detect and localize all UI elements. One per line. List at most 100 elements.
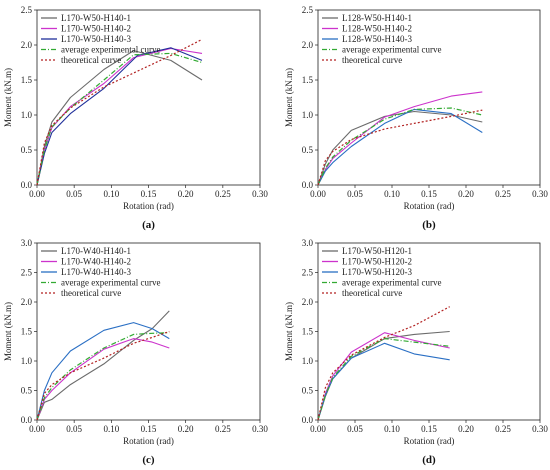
y-tick-label: 1.5 bbox=[21, 75, 33, 85]
y-tick-label: 2.5 bbox=[302, 268, 314, 278]
y-tick-label: 3.0 bbox=[21, 238, 33, 248]
panel-label: (b) bbox=[422, 219, 436, 231]
plot-area bbox=[36, 9, 261, 186]
series-line-3 bbox=[317, 342, 450, 421]
x-tick-label: 0.10 bbox=[103, 424, 119, 434]
legend-entry: theoretical curve bbox=[342, 288, 402, 298]
panel-d: 0.00 0.05 0.10 0.15 0.20 0.25 0.30 0.0 0.5 1.0 1.5… bbox=[284, 238, 548, 466]
y-tick-label: 1.0 bbox=[21, 356, 33, 366]
legend-entry: L170-W40-H140-1 bbox=[61, 246, 131, 256]
series-line-5 bbox=[317, 109, 483, 186]
y-tick-label: 0.0 bbox=[302, 415, 314, 425]
y-axis-label: Moment (kN.m) bbox=[3, 68, 13, 127]
x-tick-label: 0.15 bbox=[141, 189, 157, 199]
legend-entry: theoretical curve bbox=[61, 55, 121, 65]
legend-entry: L170-W40-H140-2 bbox=[61, 257, 131, 267]
legend: L128-W50-H140-1L128-W50-H140-2L128-W50-H… bbox=[322, 13, 441, 65]
series-line-5 bbox=[36, 38, 203, 186]
x-axis-label: Rotation (rad) bbox=[123, 436, 174, 446]
series-line-4 bbox=[317, 338, 450, 421]
series-line-5 bbox=[317, 306, 450, 421]
plot-area bbox=[317, 242, 541, 421]
legend-entry: theoretical curve bbox=[61, 288, 121, 298]
x-tick-label: 0.20 bbox=[458, 189, 474, 199]
panel-c: 0.00 0.05 0.10 0.15 0.20 0.25 0.30 0.0 0.5 1.0 1.5… bbox=[3, 238, 268, 466]
y-tick-label: 2.0 bbox=[302, 297, 314, 307]
panel-label: (a) bbox=[142, 219, 155, 231]
y-tick-label: 0.0 bbox=[302, 180, 314, 190]
y-tick-label: 1.0 bbox=[21, 110, 33, 120]
legend-entry: L128-W50-H140-1 bbox=[342, 13, 412, 23]
x-tick-label: 0.25 bbox=[495, 189, 511, 199]
x-tick-label: 0.00 bbox=[29, 424, 45, 434]
legend-entry: L170-W50-H120-3 bbox=[342, 267, 412, 277]
x-axis-label: Rotation (rad) bbox=[123, 201, 174, 211]
x-tick-label: 0.20 bbox=[178, 189, 194, 199]
legend-entry: average experimental curve bbox=[61, 278, 160, 288]
y-tick-label: 0.5 bbox=[21, 386, 33, 396]
legend-entry: theoretical curve bbox=[342, 55, 402, 65]
series-line-3 bbox=[317, 108, 483, 186]
y-tick-label: 2.0 bbox=[21, 40, 33, 50]
legend-entry: L170-W50-H140-3 bbox=[61, 34, 131, 44]
x-tick-label: 0.10 bbox=[103, 189, 119, 199]
series-line-4 bbox=[317, 107, 483, 186]
series-line-4 bbox=[36, 332, 170, 421]
series-line-1 bbox=[317, 110, 483, 186]
legend-entry: L170-W50-H140-2 bbox=[61, 24, 131, 34]
legend-entry: L170-W50-H120-1 bbox=[342, 246, 412, 256]
legend-entry: average experimental curve bbox=[342, 45, 441, 55]
legend: L170-W40-H140-1L170-W40-H140-2L170-W40-H… bbox=[41, 246, 160, 298]
y-tick-label: 2.0 bbox=[302, 40, 314, 50]
x-tick-label: 0.25 bbox=[495, 424, 511, 434]
legend-entry: L128-W50-H140-3 bbox=[342, 34, 412, 44]
series-line-2 bbox=[317, 91, 483, 186]
x-tick-label: 0.00 bbox=[310, 424, 326, 434]
x-tick-label: 0.05 bbox=[347, 424, 363, 434]
x-axis-label: Rotation (rad) bbox=[404, 436, 455, 446]
series-line-3 bbox=[36, 322, 170, 421]
x-tick-label: 0.15 bbox=[421, 189, 437, 199]
legend: L170-W50-H140-1L170-W50-H140-2L170-W50-H… bbox=[41, 13, 160, 65]
y-tick-label: 2.5 bbox=[21, 5, 33, 15]
series-line-2 bbox=[317, 332, 450, 421]
x-tick-label: 0.05 bbox=[66, 189, 82, 199]
y-tick-label: 0.0 bbox=[21, 180, 33, 190]
x-tick-label: 0.15 bbox=[421, 424, 437, 434]
y-axis-label: Moment (kN.m) bbox=[3, 302, 13, 361]
panel-b: 0.00 0.05 0.10 0.15 0.20 0.25 0.30 0.0 0.5 1.0 1.5… bbox=[284, 5, 548, 231]
series-line-4 bbox=[36, 52, 203, 186]
x-tick-label: 0.15 bbox=[141, 424, 157, 434]
legend-entry: average experimental curve bbox=[342, 278, 441, 288]
legend-entry: L170-W50-H140-1 bbox=[61, 13, 131, 23]
x-tick-label: 0.00 bbox=[310, 189, 326, 199]
plot-area bbox=[317, 9, 541, 186]
y-tick-label: 0.5 bbox=[302, 145, 314, 155]
panel-a: 0.00 0.05 0.10 0.15 0.20 0.25 0.30 0.0 0.5 1.0 1.5… bbox=[3, 5, 268, 231]
legend: L170-W50-H120-1L170-W50-H120-2L170-W50-H… bbox=[322, 246, 441, 298]
y-tick-label: 1.0 bbox=[302, 356, 314, 366]
x-tick-label: 0.10 bbox=[384, 189, 400, 199]
panel-label: (d) bbox=[422, 454, 436, 466]
x-tick-label: 0.05 bbox=[66, 424, 82, 434]
legend-entry: average experimental curve bbox=[61, 45, 160, 55]
series-line-5 bbox=[36, 330, 170, 421]
y-tick-label: 0.5 bbox=[302, 386, 314, 396]
x-tick-label: 0.05 bbox=[347, 189, 363, 199]
series-line-1 bbox=[36, 310, 170, 421]
y-axis-label: Moment (kN.m) bbox=[284, 302, 294, 361]
x-tick-label: 0.20 bbox=[178, 424, 194, 434]
x-tick-label: 0.20 bbox=[458, 424, 474, 434]
panel-label: (c) bbox=[142, 454, 155, 466]
y-tick-label: 1.5 bbox=[21, 327, 33, 337]
x-tick-label: 0.10 bbox=[384, 424, 400, 434]
legend-entry: L170-W50-H120-2 bbox=[342, 257, 412, 267]
x-tick-label: 0.25 bbox=[215, 424, 231, 434]
x-tick-label: 0.25 bbox=[215, 189, 231, 199]
x-tick-label: 0.30 bbox=[532, 424, 548, 434]
x-tick-label: 0.30 bbox=[252, 189, 268, 199]
x-axis-label: Rotation (rad) bbox=[404, 201, 455, 211]
series-line-2 bbox=[36, 338, 170, 421]
legend-entry: L170-W40-H140-3 bbox=[61, 267, 131, 277]
